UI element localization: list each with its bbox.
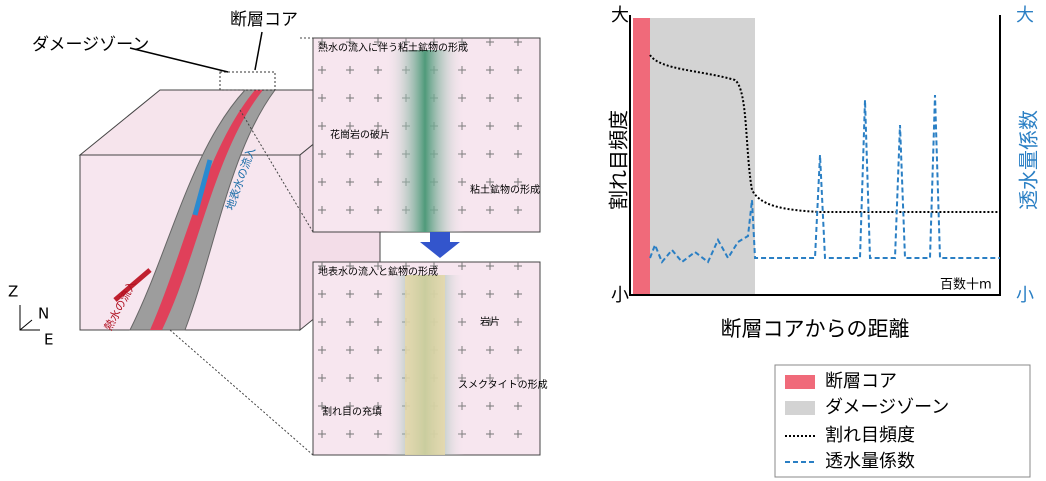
label: 岩片 bbox=[480, 315, 500, 328]
label: ダメージゾーン bbox=[32, 35, 149, 55]
panel-title: 地表水の流入と鉱物の形成 bbox=[318, 265, 438, 278]
axis-end: 小 bbox=[1016, 285, 1034, 306]
label: スメクタイトの形成 bbox=[458, 379, 548, 391]
axis-end: 小 bbox=[611, 285, 629, 306]
fault-core-band bbox=[633, 18, 650, 295]
distance-label: 百数十m bbox=[940, 278, 992, 293]
axis-letter: N bbox=[38, 305, 49, 323]
x-axis-label: 断層コアからの距離 bbox=[721, 317, 910, 341]
axis-end: 大 bbox=[611, 5, 629, 26]
legend-label: 透水量係数 bbox=[825, 451, 915, 472]
zone bbox=[405, 275, 445, 455]
axis-letter: E bbox=[44, 331, 53, 349]
legend-swatch bbox=[785, 401, 815, 415]
diagram: ダメージゾーン 断層コア Z N E 熱水の流入 地表水の流入 熱水の流入に伴う… bbox=[0, 0, 1046, 481]
legend-label: 断層コア bbox=[825, 371, 897, 392]
legend-label: 割れ目頻度 bbox=[825, 425, 915, 446]
arrow bbox=[420, 232, 460, 258]
zone bbox=[385, 50, 465, 232]
label: 粘土鉱物の形成 bbox=[470, 183, 540, 196]
panel-title: 熱水の流入に伴う粘土鉱物の形成 bbox=[318, 41, 468, 54]
label: 断層コア bbox=[230, 10, 298, 30]
damage-zone-band bbox=[650, 18, 755, 295]
axis-letter: Z bbox=[8, 283, 18, 301]
axis-label: 透水量係数 bbox=[1017, 110, 1041, 210]
legend-label: ダメージゾーン bbox=[825, 397, 949, 418]
label: 割れ目の充填 bbox=[322, 405, 382, 418]
axis-label: 割れ目頻度 bbox=[607, 110, 631, 210]
legend-swatch bbox=[785, 375, 815, 389]
label: 花崗岩の破片 bbox=[330, 128, 390, 141]
axis-end: 大 bbox=[1016, 5, 1034, 26]
